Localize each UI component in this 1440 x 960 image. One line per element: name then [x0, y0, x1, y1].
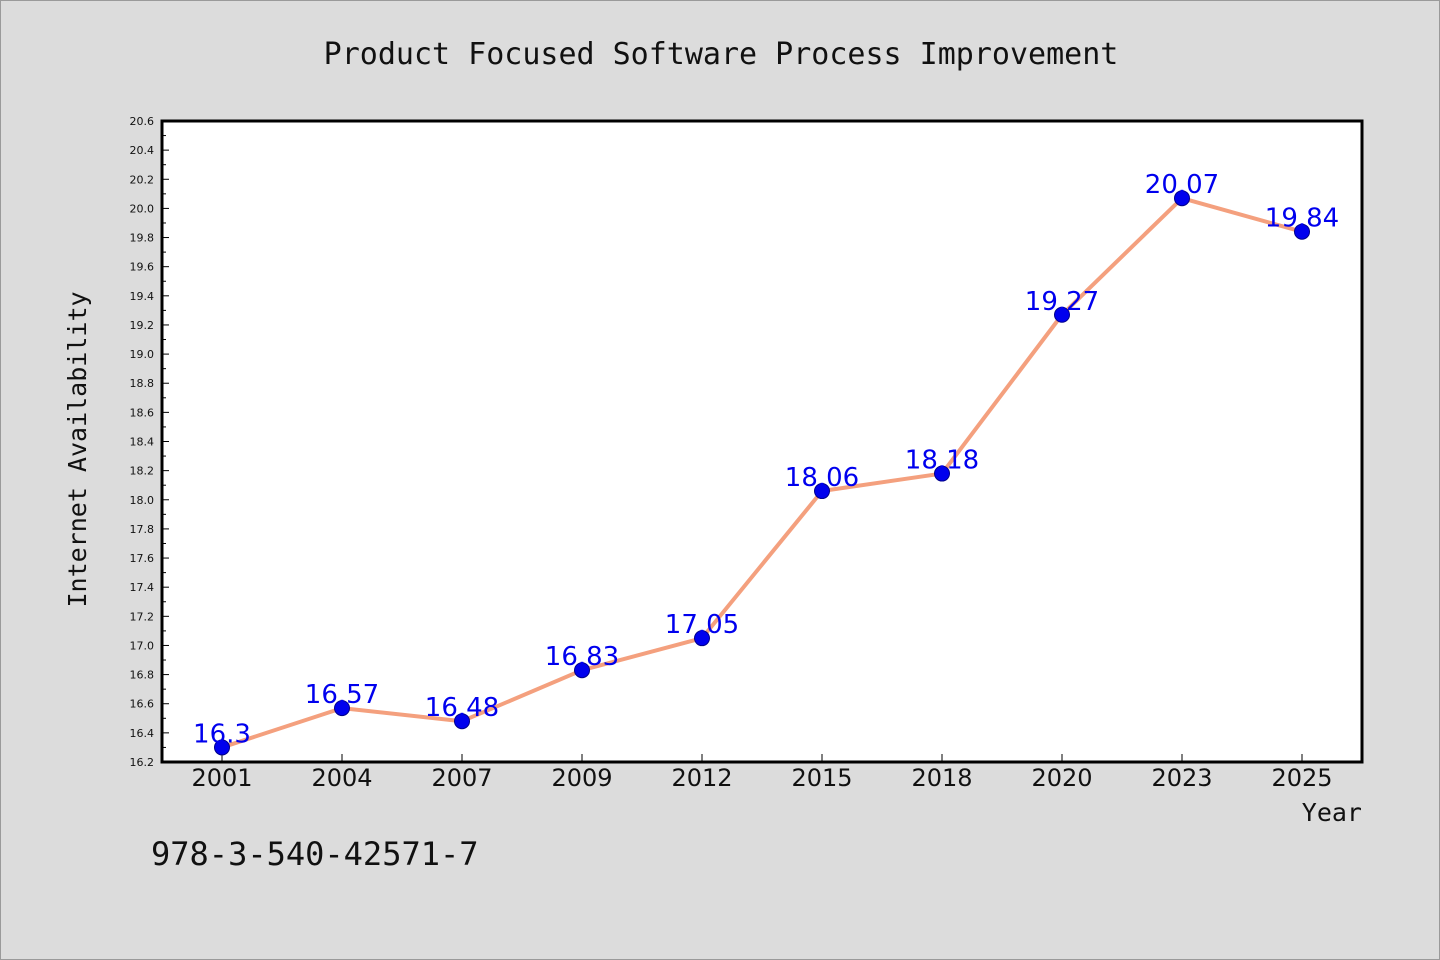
series-line-group: [220, 196, 1304, 750]
y-tick-label: 19.6: [130, 261, 155, 274]
data-point: [814, 483, 830, 500]
y-tick-label: 18.4: [130, 436, 155, 449]
data-point: [454, 713, 470, 730]
data-point: [1054, 306, 1070, 323]
y-tick-label: 18.2: [130, 465, 155, 478]
x-tick-label: 2020: [1031, 764, 1092, 792]
data-point: [694, 630, 710, 647]
y-tick-label: 20.6: [130, 115, 155, 128]
y-tick-label: 17.8: [130, 523, 155, 536]
x-axis-label: Year: [1302, 798, 1362, 827]
data-label: 18.18: [905, 446, 979, 476]
data-label: 18.06: [785, 463, 859, 493]
data-label: 19.84: [1265, 204, 1339, 234]
chart-title: Product Focused Software Process Improve…: [324, 37, 1119, 72]
data-labels-group: 16.3 16.57 16.48 16.83 17.05 18.06 18.18 19.27 2…: [193, 170, 1339, 749]
data-label: 19.27: [1025, 287, 1099, 317]
data-point: [1174, 190, 1190, 207]
x-tick-label: 2007: [431, 764, 492, 792]
data-point: [334, 700, 350, 717]
y-tick-label: 18.8: [130, 377, 155, 390]
y-tick-label: 17.2: [130, 610, 155, 623]
y-tick-label: 18.6: [130, 406, 155, 419]
data-label: 16.57: [305, 680, 379, 710]
y-tick-label: 16.8: [130, 669, 155, 682]
data-label: 17.05: [665, 610, 739, 640]
data-label: 16.83: [545, 642, 619, 672]
x-tick-label: 2009: [551, 764, 612, 792]
data-point: [574, 662, 590, 679]
y-tick-label: 19.8: [130, 232, 155, 245]
data-label: 16.48: [425, 693, 499, 723]
y-tick-label: 16.4: [130, 727, 155, 740]
y-tick-label: 17.6: [130, 552, 155, 565]
plot-area: [160, 119, 1364, 764]
isbn-annotation: 978-3-540-42571-7: [151, 835, 479, 873]
y-tick-label: 19.0: [130, 348, 155, 361]
y-tick-label: 20.4: [130, 144, 155, 157]
x-axis: 2001 2004 2007 2009 2012 2015 2018 2020 2023 2025: [191, 754, 1333, 792]
y-tick-label: 19.4: [130, 290, 155, 303]
y-tick-label: 16.6: [130, 698, 155, 711]
series-line: [220, 196, 1304, 750]
y-tick-label: 20.2: [130, 173, 155, 186]
x-tick-label: 2015: [791, 764, 852, 792]
data-point: [934, 465, 950, 482]
y-axis-label: Internet Availability: [63, 291, 92, 607]
x-tick-label: 2025: [1271, 764, 1332, 792]
y-tick-label: 16.2: [130, 756, 155, 769]
y-tick-label: 19.2: [130, 319, 155, 332]
x-tick-label: 2023: [1151, 764, 1212, 792]
data-point: [1294, 223, 1310, 240]
markers-group: [214, 190, 1310, 756]
x-tick-label: 2018: [911, 764, 972, 792]
x-tick-label: 2004: [311, 764, 372, 792]
y-tick-label: 20.0: [130, 202, 155, 215]
data-label: 16.3: [193, 719, 251, 749]
y-tick-label: 17.0: [130, 639, 155, 652]
y-axis: 16.2 16.4 16.6 16.8 17.0 17.2 17.4 17.6 17.8 18.0…: [130, 115, 169, 769]
data-label: 20.07: [1145, 170, 1219, 200]
y-tick-label: 17.4: [130, 581, 155, 594]
y-tick-label: 18.0: [130, 494, 155, 507]
data-point: [214, 739, 230, 756]
x-tick-label: 2001: [191, 764, 252, 792]
x-tick-label: 2012: [671, 764, 732, 792]
